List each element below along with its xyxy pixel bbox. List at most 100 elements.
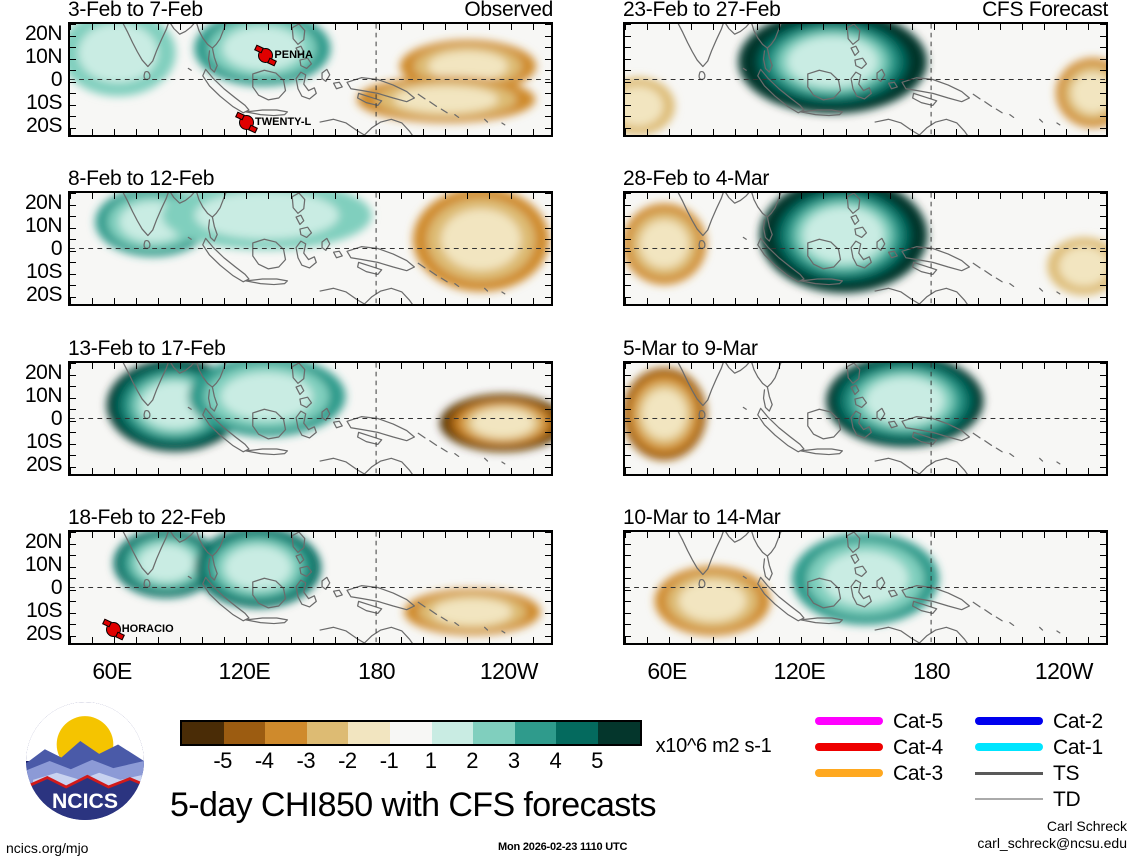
axis-tick: [1100, 35, 1106, 37]
storm-symbol-icon: [258, 48, 274, 64]
axis-tick: [823, 193, 825, 199]
axis-tick: [92, 363, 93, 369]
map-canvas: [625, 363, 1106, 474]
axis-tick: [70, 24, 76, 25]
axis-tick: [625, 578, 631, 579]
axis-tick: [533, 193, 534, 199]
legend-line-swatch: [975, 771, 1043, 775]
axis-tick: [70, 35, 76, 37]
axis-tick: [136, 298, 138, 304]
y-axis-label: 10N: [24, 383, 63, 407]
axis-tick: [545, 432, 551, 433]
y-axis-label: 10S: [26, 259, 62, 283]
axis-tick: [933, 129, 935, 135]
axis-tick: [545, 273, 551, 275]
axis-tick: [290, 468, 292, 474]
axis-tick: [713, 193, 715, 199]
storm-marker: HORACIO: [105, 621, 174, 637]
axis-tick: [136, 363, 138, 369]
axis-tick: [312, 468, 314, 474]
axis-tick: [444, 532, 446, 538]
axis-tick: [545, 116, 551, 117]
axis-tick: [933, 193, 935, 199]
axis-tick: [510, 24, 512, 30]
axis-tick: [510, 468, 512, 474]
axis-tick: [180, 298, 182, 304]
axis-tick: [545, 70, 551, 71]
axis-tick: [378, 24, 380, 30]
axis-tick-row: [625, 129, 1106, 135]
axis-tick: [545, 420, 551, 422]
axis-tick: [1021, 532, 1023, 538]
axis-tick: [466, 24, 468, 30]
axis-tick: [70, 468, 71, 474]
axis-tick: [312, 637, 314, 643]
legend-label: Cat-5: [893, 709, 943, 733]
y-axis-label: 20N: [24, 360, 63, 384]
axis-tick: [1100, 363, 1106, 364]
axis-tick: [533, 298, 534, 304]
panel-title: 3-Feb to 7-Feb: [68, 0, 203, 21]
axis-tick: [422, 298, 424, 304]
axis-tick: [158, 637, 160, 643]
axis-tick: [823, 24, 825, 30]
axis-tick: [1100, 104, 1106, 106]
axis-tick: [757, 468, 759, 474]
axis-tick: [669, 193, 671, 199]
axis-tick: [625, 24, 626, 30]
axis-tick: [713, 637, 715, 643]
axis-tick: [70, 601, 76, 602]
axis-tick: [290, 193, 292, 199]
axis-tick: [545, 409, 551, 410]
axis-tick: [268, 532, 270, 538]
axis-tick: [444, 193, 446, 199]
axis-tick: [977, 532, 979, 538]
axis-tick: [1021, 24, 1023, 30]
axis-tick: [625, 227, 631, 229]
axis-tick: [356, 24, 358, 30]
colorbar-tick-label: -5: [213, 748, 232, 773]
axis-tick: [713, 363, 715, 369]
axis-tick: [911, 24, 913, 30]
axis-tick: [545, 624, 551, 625]
axis-tick-row: [70, 363, 551, 369]
axis-tick: [70, 635, 76, 637]
axis-tick: [889, 468, 891, 474]
axis-tick: [202, 363, 204, 369]
axis-tick: [136, 193, 138, 199]
axis-tick: [691, 532, 693, 538]
map-canvas: [70, 193, 551, 304]
axis-tick: [545, 386, 551, 387]
axis-tick: [1043, 532, 1045, 538]
axis-tick: [545, 374, 551, 376]
axis-tick: [1100, 624, 1106, 625]
axis-tick: [1088, 129, 1089, 135]
axis-tick: [669, 129, 671, 135]
axis-tick: [268, 363, 270, 369]
axis-tick: [444, 129, 446, 135]
axis-tick: [625, 386, 631, 387]
axis-tick: [647, 637, 648, 643]
axis-tick: [757, 298, 759, 304]
axis-tick: [70, 127, 76, 129]
storm-name: PENHA: [274, 49, 313, 62]
axis-tick: [999, 193, 1001, 199]
axis-tick: [510, 532, 512, 538]
axis-tick: [1021, 637, 1023, 643]
axis-tick: [625, 70, 631, 71]
axis-tick: [444, 24, 446, 30]
axis-tick: [422, 468, 424, 474]
axis-tick: [92, 532, 93, 538]
axis-tick: [70, 397, 76, 399]
axis-tick: [801, 468, 803, 474]
y-axis-label: 10S: [26, 429, 62, 453]
axis-tick: [488, 129, 490, 135]
axis-tick: [977, 637, 979, 643]
colorbar-bin-2: [265, 722, 307, 744]
axis-tick: [545, 193, 551, 194]
axis-tick: [1100, 273, 1106, 275]
colorbar-bin-9: [556, 722, 598, 744]
storm-symbol-icon: [105, 621, 121, 637]
y-axis-label: 0: [50, 236, 63, 260]
axis-tick-row: [70, 532, 551, 538]
